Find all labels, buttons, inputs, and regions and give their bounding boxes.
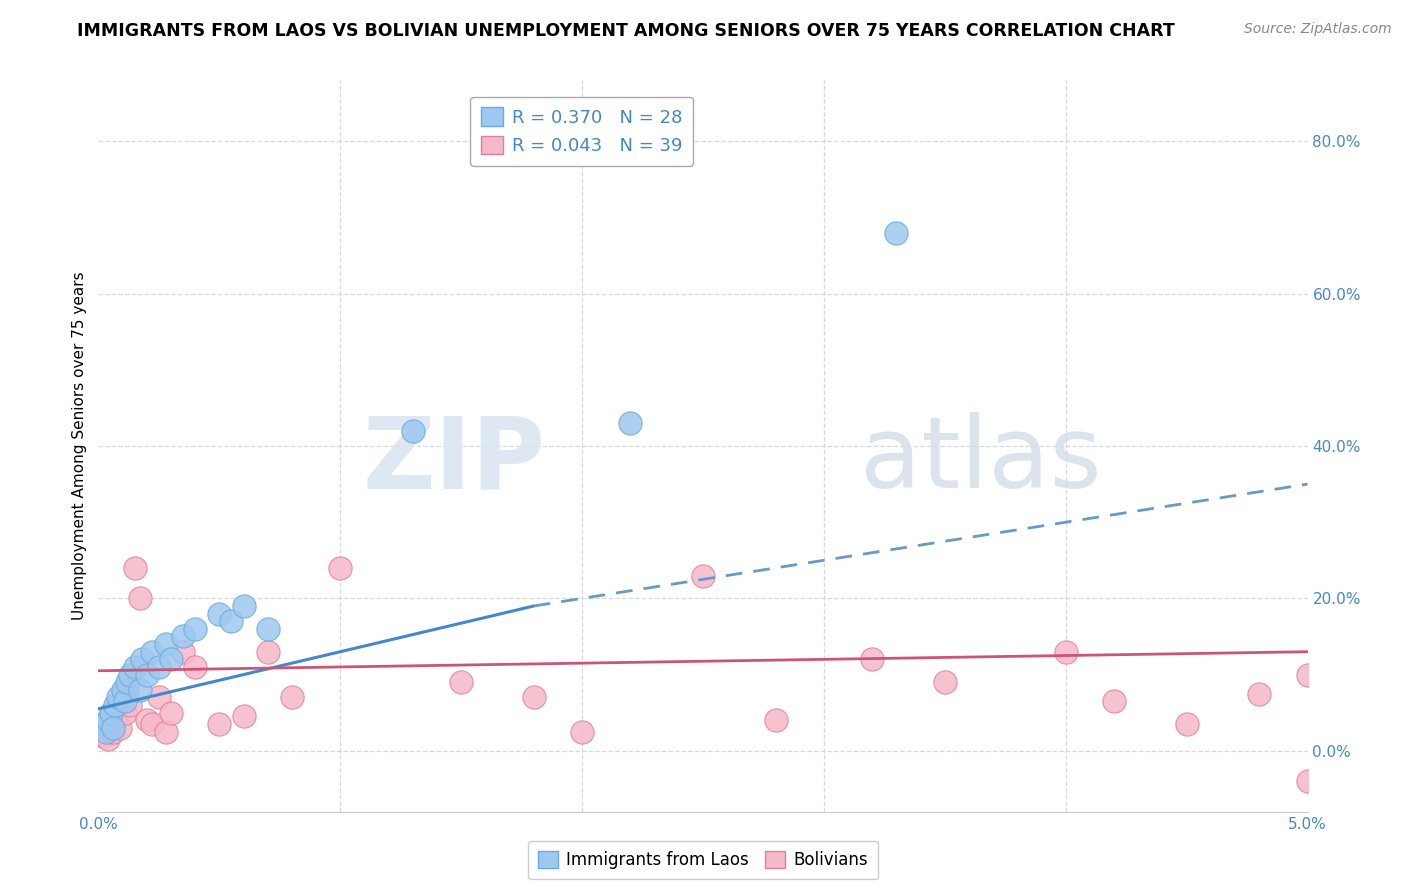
Point <box>118 667 141 681</box>
Point <box>148 660 170 674</box>
Point <box>208 717 231 731</box>
Legend: Immigrants from Laos, Bolivians: Immigrants from Laos, Bolivians <box>527 841 879 880</box>
Text: atlas: atlas <box>860 412 1102 509</box>
Point <box>100 706 122 720</box>
Point <box>221 614 243 628</box>
Point <box>128 682 150 697</box>
Point <box>523 690 546 705</box>
Text: Source: ZipAtlas.com: Source: ZipAtlas.com <box>1244 22 1392 37</box>
Point <box>117 682 139 697</box>
Point <box>1296 667 1319 681</box>
Point <box>104 698 127 712</box>
Point <box>860 652 883 666</box>
Point <box>402 424 425 438</box>
Point <box>124 561 146 575</box>
Point <box>692 568 714 582</box>
Point <box>1175 717 1198 731</box>
Point <box>97 732 120 747</box>
Point <box>155 637 177 651</box>
Point <box>1054 645 1077 659</box>
Y-axis label: Unemployment Among Seniors over 75 years: Unemployment Among Seniors over 75 years <box>72 272 87 620</box>
Point <box>208 607 231 621</box>
Point <box>184 622 207 636</box>
Point <box>1249 687 1271 701</box>
Point <box>94 717 117 731</box>
Point <box>114 706 136 720</box>
Point <box>232 599 254 613</box>
Point <box>619 416 641 430</box>
Point <box>94 724 117 739</box>
Point <box>100 706 122 720</box>
Point <box>91 717 114 731</box>
Point <box>107 690 129 705</box>
Point <box>135 714 157 728</box>
Point <box>104 714 127 728</box>
Point <box>97 714 120 728</box>
Point <box>107 698 129 712</box>
Point <box>232 709 254 723</box>
Text: ZIP: ZIP <box>363 412 546 509</box>
Point <box>111 687 134 701</box>
Point <box>131 652 153 666</box>
Point <box>141 717 163 731</box>
Point <box>172 630 194 644</box>
Point <box>135 667 157 681</box>
Point <box>128 591 150 606</box>
Point <box>1102 694 1125 708</box>
Legend: R = 0.370   N = 28, R = 0.043   N = 39: R = 0.370 N = 28, R = 0.043 N = 39 <box>470 96 693 166</box>
Point <box>114 694 136 708</box>
Point <box>450 675 472 690</box>
Point <box>160 706 183 720</box>
Point <box>111 682 134 697</box>
Point <box>886 226 908 240</box>
Point <box>155 724 177 739</box>
Point <box>91 729 114 743</box>
Point <box>571 724 593 739</box>
Point <box>101 721 124 735</box>
Point <box>117 675 139 690</box>
Point <box>118 698 141 712</box>
Point <box>256 622 278 636</box>
Point <box>160 652 183 666</box>
Point <box>148 690 170 705</box>
Point <box>765 714 787 728</box>
Point <box>934 675 956 690</box>
Point <box>1296 774 1319 789</box>
Text: IMMIGRANTS FROM LAOS VS BOLIVIAN UNEMPLOYMENT AMONG SENIORS OVER 75 YEARS CORREL: IMMIGRANTS FROM LAOS VS BOLIVIAN UNEMPLO… <box>77 22 1175 40</box>
Point <box>256 645 278 659</box>
Point <box>108 721 131 735</box>
Point <box>184 660 207 674</box>
Point <box>329 561 352 575</box>
Point <box>101 724 124 739</box>
Point <box>141 645 163 659</box>
Point <box>172 645 194 659</box>
Point <box>124 660 146 674</box>
Point <box>281 690 304 705</box>
